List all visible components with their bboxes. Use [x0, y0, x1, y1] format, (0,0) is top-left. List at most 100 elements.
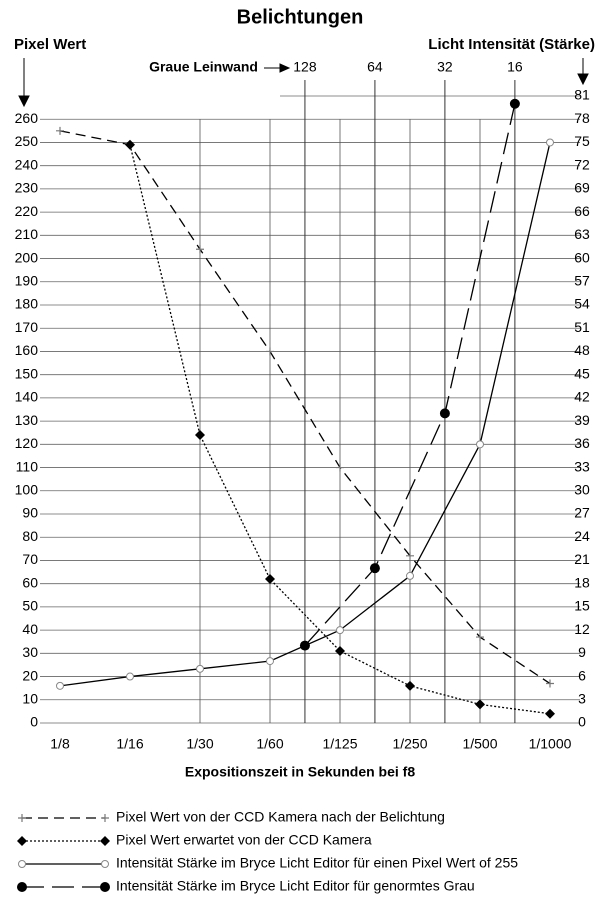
marker — [125, 139, 135, 150]
y2-tick-label: 0 — [578, 714, 586, 730]
y-tick-label: 240 — [15, 156, 39, 172]
marker — [406, 571, 414, 580]
marker — [546, 138, 554, 147]
y2-tick-label: 72 — [574, 156, 590, 172]
marker — [101, 860, 109, 868]
y-tick-label: 60 — [22, 574, 38, 590]
series — [299, 98, 520, 651]
marker — [101, 814, 109, 822]
y-tick-label: 20 — [22, 667, 38, 683]
arrow-head — [279, 63, 291, 73]
marker — [405, 680, 415, 691]
y2-tick-label: 12 — [574, 621, 590, 637]
y2-tick-label: 27 — [574, 505, 590, 521]
marker — [476, 633, 484, 642]
y2-tick-label: 45 — [574, 365, 590, 381]
y-tick-label: 250 — [15, 133, 39, 149]
marker — [336, 626, 344, 635]
legend-label: Intensität Stärke im Bryce Licht Editor … — [116, 855, 518, 871]
y-tick-label: 120 — [15, 435, 39, 451]
x-tick-label: 1/30 — [186, 736, 213, 752]
marker — [406, 551, 414, 560]
y2-tick-label: 42 — [574, 389, 590, 405]
x-axis-label: Expositionszeit in Sekunden bei f8 — [185, 764, 415, 780]
y-tick-label: 140 — [15, 389, 39, 405]
y-tick-label: 130 — [15, 412, 39, 428]
marker — [17, 836, 27, 846]
marker — [299, 640, 310, 651]
marker — [17, 882, 27, 892]
marker — [100, 836, 110, 846]
marker — [509, 98, 520, 109]
y-tick-label: 220 — [15, 203, 39, 219]
y-tick-label: 90 — [22, 505, 38, 521]
marker — [266, 657, 274, 666]
y-tick-label: 50 — [22, 598, 38, 614]
y-tick-label: 40 — [22, 621, 38, 637]
x-tick-label: 1/250 — [392, 736, 427, 752]
marker — [18, 814, 26, 822]
y2-tick-label: 9 — [578, 644, 586, 660]
marker — [546, 679, 554, 688]
y-tick-label: 160 — [15, 342, 39, 358]
marker — [18, 860, 26, 868]
x-tick-label: 1/1000 — [529, 736, 572, 752]
legend-item: Pixel Wert erwartet von der CCD Kamera — [17, 832, 372, 848]
arrow-head — [577, 73, 589, 86]
y-axis-label: Pixel Wert — [14, 36, 86, 53]
x-tick-label: 1/16 — [116, 736, 143, 752]
series-line — [59, 130, 551, 685]
y2-tick-label: 63 — [574, 226, 590, 242]
y2-tick-label: 51 — [574, 319, 590, 335]
y2-tick-label: 6 — [578, 667, 586, 683]
marker — [369, 563, 380, 574]
y2-tick-label: 48 — [574, 342, 590, 358]
y2-tick-label: 78 — [574, 110, 590, 126]
x2-tick-label: 32 — [437, 59, 453, 75]
marker — [266, 347, 274, 356]
legend-label: Pixel Wert von der CCD Kamera nach der B… — [116, 809, 445, 825]
y2-tick-label: 69 — [574, 180, 590, 196]
y-tick-label: 260 — [15, 110, 39, 126]
x-tick-label: 1/125 — [322, 736, 357, 752]
marker — [265, 574, 275, 585]
y-tick-label: 10 — [22, 690, 38, 706]
y-tick-label: 210 — [15, 226, 39, 242]
legend-label: Intensität Stärke im Bryce Licht Editor … — [116, 878, 475, 894]
marker — [336, 463, 344, 472]
marker — [335, 646, 345, 657]
y2-tick-label: 60 — [574, 249, 590, 265]
y2-tick-label: 66 — [574, 203, 590, 219]
y2-tick-label: 75 — [574, 133, 590, 149]
y-tick-label: 110 — [16, 458, 39, 474]
y-tick-label: 200 — [15, 249, 39, 265]
y2-tick-label: 3 — [578, 690, 586, 706]
y2-tick-label: 24 — [574, 528, 590, 544]
legend-item: Intensität Stärke im Bryce Licht Editor … — [18, 855, 518, 871]
y-tick-label: 0 — [30, 714, 38, 730]
x-tick-label: 1/60 — [256, 736, 283, 752]
y2-tick-label: 57 — [574, 272, 590, 288]
legend-item: Pixel Wert von der CCD Kamera nach der B… — [18, 809, 445, 825]
marker — [195, 430, 205, 441]
y2-tick-label: 18 — [574, 574, 590, 590]
marker — [476, 440, 484, 449]
y2-tick-label: 30 — [574, 481, 590, 497]
arrow-head — [18, 95, 30, 108]
y2-tick-label: 15 — [574, 598, 590, 614]
legend-label: Pixel Wert erwartet von der CCD Kamera — [116, 832, 372, 848]
series-line — [304, 103, 516, 647]
x2-tick-label: 16 — [507, 59, 523, 75]
y2-tick-label: 36 — [574, 435, 590, 451]
y-tick-label: 190 — [15, 272, 39, 288]
y-tick-label: 30 — [22, 644, 38, 660]
arrows — [18, 58, 589, 108]
x-tick-label: 1/500 — [462, 736, 497, 752]
y2-axis-label: Licht Intensität (Stärke) — [428, 36, 595, 53]
marker — [196, 664, 204, 673]
y2-tick-label: 39 — [574, 412, 590, 428]
y2-tick-label: 21 — [574, 551, 590, 567]
y2-tick-label: 81 — [574, 87, 590, 103]
